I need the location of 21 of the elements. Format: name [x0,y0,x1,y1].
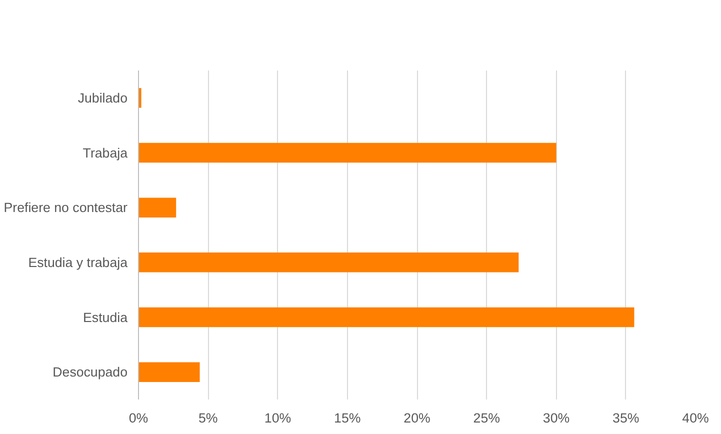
bar [138,198,176,218]
x-tick-label: 30% [542,410,570,426]
y-tick-label: Prefiere no contestar [4,200,128,216]
bar [138,88,142,108]
y-tick-label: Desocupado [52,364,128,380]
x-tick-label: 35% [612,410,640,426]
x-tick-label: 25% [473,410,500,426]
bar [138,307,634,328]
bar [138,362,200,382]
y-tick-label: Jubilado [78,90,128,106]
y-tick-label: Estudia y trabaja [28,254,128,270]
x-tick-label: 5% [198,410,218,426]
x-tick-label: 20% [404,410,430,426]
x-tick-label: 10% [264,410,292,426]
y-tick-label: Estudia [83,310,128,325]
x-tick-label: 0% [128,410,148,426]
bar [138,142,556,163]
x-tick-label: 40% [682,410,709,426]
y-tick-label: Trabaja [82,145,128,160]
bar [138,252,519,272]
x-tick-label: 15% [334,410,361,426]
